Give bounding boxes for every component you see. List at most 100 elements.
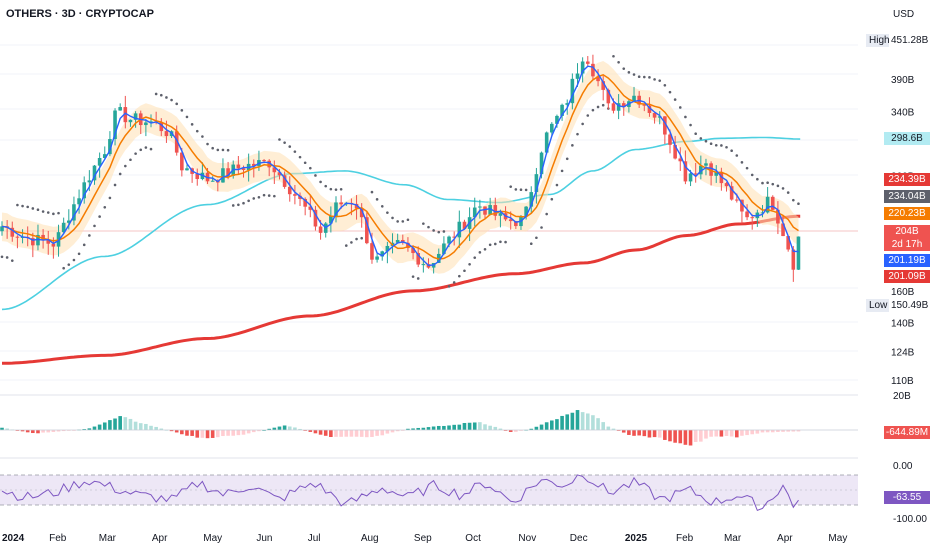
- macd-bar: [611, 428, 616, 430]
- psar-dot: [750, 173, 754, 177]
- y-tick-label: 124B: [891, 348, 915, 359]
- macd-bar: [395, 430, 400, 432]
- y-tick-label: 110B: [891, 376, 914, 387]
- candle-body: [529, 192, 534, 207]
- x-tick-label: May: [203, 533, 222, 544]
- macd-bar: [796, 430, 801, 432]
- macd-bar: [765, 430, 770, 433]
- macd-axis-tick: 20B: [893, 391, 911, 402]
- macd-bar: [318, 430, 323, 435]
- x-tick-label: Mar: [99, 533, 117, 544]
- candle-body: [555, 115, 559, 124]
- psar-dot: [447, 285, 451, 288]
- psar-dot: [195, 129, 199, 133]
- macd-bar: [714, 430, 719, 437]
- psar-dot: [601, 103, 605, 107]
- psar-dot: [242, 201, 245, 205]
- psar-dot: [416, 277, 420, 280]
- candle-body: [118, 107, 122, 111]
- macd-bar: [0, 427, 4, 430]
- x-tick-label: Feb: [676, 533, 694, 544]
- psar-dot: [324, 184, 328, 188]
- psar-dot: [103, 206, 107, 209]
- macd-bar: [231, 430, 236, 436]
- candle-body: [77, 198, 81, 205]
- macd-bar: [334, 430, 338, 437]
- candle-body: [647, 105, 652, 113]
- candle-body: [462, 221, 467, 229]
- macd-bar: [380, 430, 385, 436]
- psar-dot: [370, 190, 374, 194]
- psar-dot: [509, 185, 513, 188]
- candle-body: [385, 245, 390, 252]
- macd-bar: [411, 428, 415, 430]
- psar-dot: [72, 258, 76, 262]
- candle-body: [524, 206, 528, 217]
- psar-dot: [113, 183, 117, 187]
- high-label: High: [866, 34, 893, 47]
- macd-bar: [154, 426, 158, 430]
- candle-body: [575, 73, 580, 79]
- candle-body: [313, 209, 318, 227]
- candle-body: [354, 203, 359, 209]
- macd-bar: [776, 430, 780, 432]
- candle-body: [241, 168, 246, 170]
- macd-bar: [257, 430, 261, 432]
- psar-dot: [396, 220, 399, 223]
- psar-dot: [41, 210, 45, 213]
- psar-dot: [278, 138, 281, 141]
- macd-bar: [488, 425, 492, 430]
- macd-bar: [786, 430, 790, 432]
- macd-bar: [791, 430, 796, 432]
- macd-bar: [688, 430, 693, 446]
- psar-dot: [786, 191, 790, 194]
- candle-body: [375, 256, 379, 260]
- candle-body: [570, 78, 575, 104]
- macd-bar: [652, 430, 657, 438]
- macd-bar: [195, 430, 200, 438]
- candle-body: [262, 160, 266, 162]
- candle-body: [421, 264, 426, 266]
- psar-dot: [637, 75, 641, 79]
- psar-dot: [252, 197, 256, 200]
- candle-body: [786, 236, 790, 250]
- psar-dot: [648, 76, 651, 79]
- psar-dot: [339, 187, 343, 191]
- macd-bar: [673, 430, 677, 443]
- candle-body: [498, 213, 503, 216]
- ma-long-line: [1, 136, 801, 311]
- candle-body: [267, 160, 271, 168]
- psar-dot: [154, 92, 158, 96]
- psar-dot: [314, 174, 317, 177]
- candle-body: [334, 202, 338, 217]
- macd-bar: [683, 430, 688, 445]
- currency-label[interactable]: USD: [893, 9, 915, 20]
- psar-dot: [77, 252, 81, 256]
- psar-dot: [519, 188, 523, 191]
- psar-dot: [0, 255, 4, 259]
- macd-bar: [483, 424, 487, 430]
- candle-body: [144, 122, 148, 126]
- psar-price-tag: 234.04B: [884, 190, 930, 203]
- macd-bar: [41, 430, 45, 433]
- psar-dot: [267, 194, 271, 197]
- psar-dot: [375, 198, 379, 201]
- psar-dot: [247, 199, 250, 203]
- psar-dot: [545, 212, 548, 216]
- macd-bar: [102, 422, 107, 430]
- psar-dot: [550, 197, 554, 201]
- candle-body: [493, 205, 498, 216]
- psar-dot: [792, 198, 795, 202]
- candle-body: [688, 173, 693, 182]
- psar-dot: [529, 242, 533, 246]
- candle-body: [693, 173, 698, 175]
- macd-bar: [426, 427, 431, 430]
- psar-dot: [118, 172, 122, 176]
- psar-dot: [52, 212, 55, 216]
- macd-bar: [344, 430, 349, 437]
- psar-dot: [771, 182, 775, 186]
- x-tick-label: Jul: [308, 533, 321, 544]
- candle-body: [92, 165, 97, 181]
- psar-dot: [108, 196, 112, 200]
